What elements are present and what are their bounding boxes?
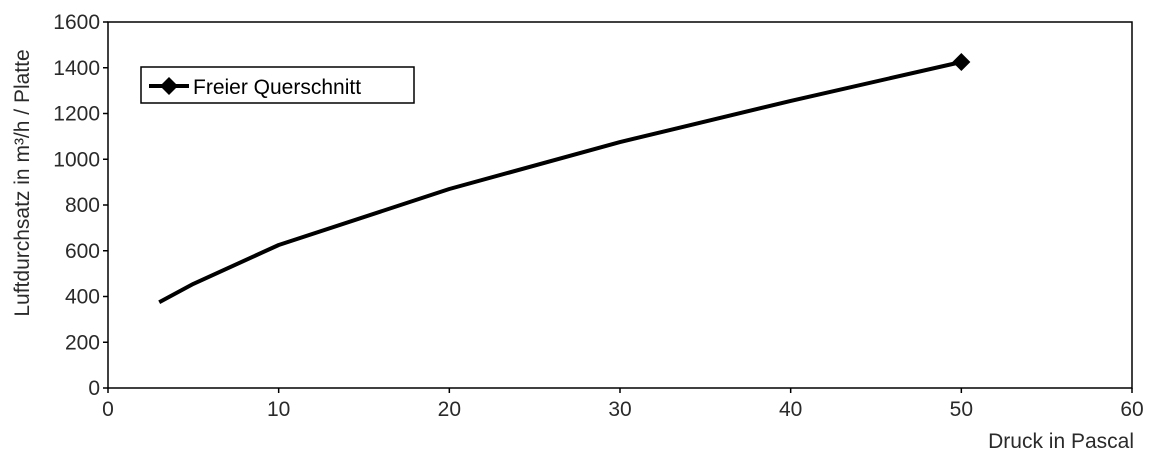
y-tick-label: 1200 — [53, 103, 100, 126]
x-axis-ticks: 0 10 20 30 40 50 60 — [102, 388, 1144, 421]
x-tick-label: 40 — [779, 398, 802, 421]
x-tick-label: 30 — [608, 398, 631, 421]
legend: Freier Querschnitt — [140, 66, 415, 104]
y-tick-label: 600 — [65, 240, 100, 263]
y-tick-label: 1600 — [53, 11, 100, 34]
x-tick-label: 0 — [102, 398, 114, 421]
x-axis-label: Druck in Pascal — [988, 430, 1134, 453]
y-tick-label: 800 — [65, 194, 100, 217]
y-tick-label: 400 — [65, 286, 100, 309]
x-tick-label: 60 — [1120, 398, 1143, 421]
y-axis-label: Luftdurchsatz in m³/h / Platte — [11, 49, 34, 316]
y-tick-label: 0 — [88, 377, 100, 400]
legend-marker-diamond — [160, 77, 178, 95]
y-tick-label: 1000 — [53, 148, 100, 171]
y-axis-ticks: 0 200 400 600 800 1000 1200 1400 1600 — [53, 11, 108, 400]
x-tick-label: 20 — [438, 398, 461, 421]
x-tick-label: 10 — [267, 398, 290, 421]
y-tick-label: 1400 — [53, 57, 100, 80]
series-line — [158, 60, 962, 304]
series-layer — [158, 53, 971, 304]
y-tick-label: 200 — [65, 331, 100, 354]
legend-label: Freier Querschnitt — [193, 76, 361, 99]
data-point-marker — [952, 53, 971, 72]
x-tick-label: 50 — [950, 398, 973, 421]
